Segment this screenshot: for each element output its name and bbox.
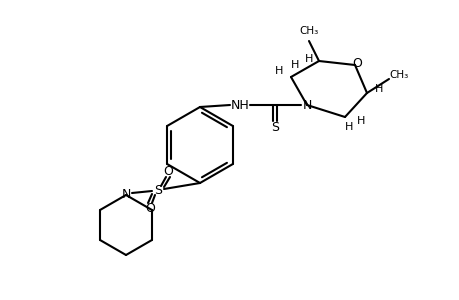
Text: H: H: [304, 54, 313, 64]
Text: S: S: [154, 184, 162, 197]
Text: H: H: [374, 84, 382, 94]
Text: NH: NH: [230, 98, 249, 112]
Text: S: S: [270, 121, 279, 134]
Text: O: O: [351, 56, 361, 70]
Text: H: H: [290, 60, 298, 70]
Text: H: H: [356, 116, 364, 126]
Text: H: H: [344, 122, 353, 132]
Text: O: O: [145, 202, 155, 215]
Text: N: N: [302, 98, 311, 112]
Text: O: O: [162, 164, 173, 178]
Text: N: N: [121, 188, 130, 202]
Text: CH₃: CH₃: [299, 26, 318, 36]
Text: H: H: [274, 66, 283, 76]
Text: CH₃: CH₃: [388, 70, 408, 80]
